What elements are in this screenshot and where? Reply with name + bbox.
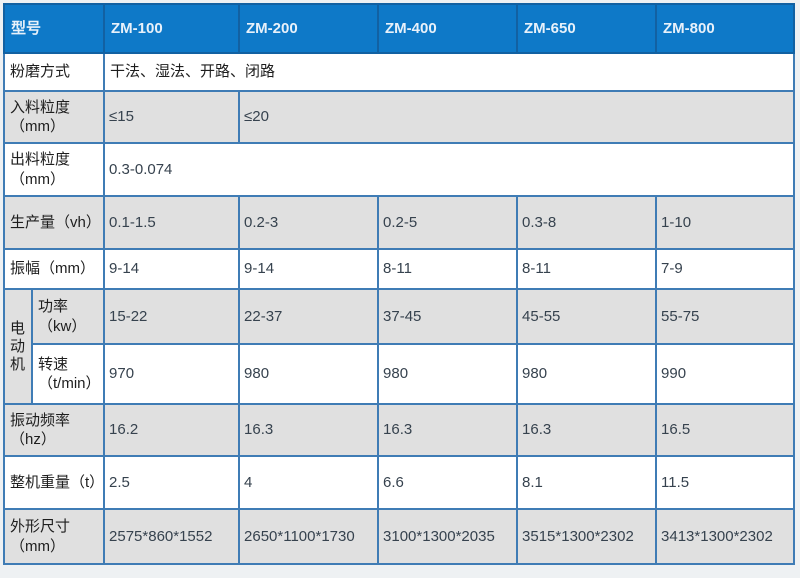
cell-frequency-zm100: 16.2 bbox=[103, 403, 241, 457]
header-cell-zm800: ZM-800 bbox=[655, 3, 796, 54]
cell-weight-zm800: 11.5 bbox=[655, 455, 796, 510]
cell-dimensions-zm400: 3100*1300*2035 bbox=[377, 508, 519, 565]
spec-table: 型号 ZM-100 ZM-200 ZM-400 ZM-650 ZM-800 粉磨… bbox=[2, 3, 796, 565]
cell-grinding-value: 干法、湿法、开路、闭路 bbox=[103, 52, 796, 92]
cell-amplitude-zm650: 8-11 bbox=[516, 248, 658, 290]
row-label-capacity: 生产量（vh） bbox=[2, 195, 106, 250]
cell-amplitude-zm800: 7-9 bbox=[655, 248, 796, 290]
cell-capacity-zm100: 0.1-1.5 bbox=[103, 195, 241, 250]
cell-power-zm200: 22-37 bbox=[238, 288, 380, 345]
row-label-grinding: 粉磨方式 bbox=[2, 52, 106, 92]
cell-speed-zm100: 970 bbox=[103, 343, 241, 405]
table-header-row: 型号 ZM-100 ZM-200 ZM-400 ZM-650 ZM-800 bbox=[2, 3, 796, 54]
table-row-feed-size: 入料粒度（mm） ≤15 ≤20 bbox=[2, 90, 796, 144]
cell-capacity-zm400: 0.2-5 bbox=[377, 195, 519, 250]
row-label-motor-power: 功率（kw） bbox=[30, 288, 106, 345]
table-row-frequency: 振动频率（hz） 16.2 16.3 16.3 16.3 16.5 bbox=[2, 403, 796, 457]
cell-speed-zm650: 980 bbox=[516, 343, 658, 405]
cell-frequency-zm800: 16.5 bbox=[655, 403, 796, 457]
cell-amplitude-zm100: 9-14 bbox=[103, 248, 241, 290]
cell-feed-size-zm100: ≤15 bbox=[103, 90, 241, 144]
cell-amplitude-zm200: 9-14 bbox=[238, 248, 380, 290]
cell-weight-zm400: 6.6 bbox=[377, 455, 519, 510]
row-label-dimensions: 外形尺寸（mm） bbox=[2, 508, 106, 565]
row-label-discharge-size: 出料粒度（mm） bbox=[2, 142, 106, 197]
cell-power-zm100: 15-22 bbox=[103, 288, 241, 345]
cell-amplitude-zm400: 8-11 bbox=[377, 248, 519, 290]
table-row-grinding: 粉磨方式 干法、湿法、开路、闭路 bbox=[2, 52, 796, 92]
cell-speed-zm800: 990 bbox=[655, 343, 796, 405]
cell-speed-zm400: 980 bbox=[377, 343, 519, 405]
table-row-motor-speed: 转速（t/min） 970 980 980 980 990 bbox=[4, 343, 796, 405]
table-row-weight: 整机重量（t） 2.5 4 6.6 8.1 11.5 bbox=[2, 455, 796, 510]
table-row-discharge-size: 出料粒度（mm） 0.3-0.074 bbox=[2, 142, 796, 197]
cell-speed-zm200: 980 bbox=[238, 343, 380, 405]
cell-frequency-zm650: 16.3 bbox=[516, 403, 658, 457]
table-row-dimensions: 外形尺寸（mm） 2575*860*1552 2650*1100*1730 31… bbox=[2, 508, 796, 565]
header-cell-zm400: ZM-400 bbox=[377, 3, 519, 54]
row-label-feed-size: 入料粒度（mm） bbox=[2, 90, 106, 144]
cell-dimensions-zm200: 2650*1100*1730 bbox=[238, 508, 380, 565]
row-label-amplitude: 振幅（mm） bbox=[2, 248, 106, 290]
table-row-motor-power: 电动机 功率（kw） 15-22 22-37 37-45 45-55 55-75 bbox=[3, 288, 796, 405]
row-label-weight: 整机重量（t） bbox=[2, 455, 106, 510]
cell-frequency-zm400: 16.3 bbox=[377, 403, 519, 457]
table-row-amplitude: 振幅（mm） 9-14 9-14 8-11 8-11 7-9 bbox=[2, 248, 796, 290]
cell-weight-zm650: 8.1 bbox=[516, 455, 658, 510]
cell-frequency-zm200: 16.3 bbox=[238, 403, 380, 457]
cell-dimensions-zm650: 3515*1300*2302 bbox=[516, 508, 658, 565]
cell-weight-zm200: 4 bbox=[238, 455, 380, 510]
cell-power-zm800: 55-75 bbox=[655, 288, 796, 345]
cell-discharge-size-value: 0.3-0.074 bbox=[103, 142, 796, 197]
header-cell-zm100: ZM-100 bbox=[103, 3, 241, 54]
header-cell-model-label: 型号 bbox=[2, 3, 106, 54]
cell-dimensions-zm800: 3413*1300*2302 bbox=[655, 508, 796, 565]
cell-capacity-zm200: 0.2-3 bbox=[238, 195, 380, 250]
table-row-capacity: 生产量（vh） 0.1-1.5 0.2-3 0.2-5 0.3-8 1-10 bbox=[2, 195, 796, 250]
cell-dimensions-zm100: 2575*860*1552 bbox=[103, 508, 241, 565]
row-label-motor-speed: 转速（t/min） bbox=[30, 343, 106, 405]
row-label-frequency: 振动频率（hz） bbox=[2, 403, 106, 457]
cell-power-zm400: 37-45 bbox=[377, 288, 519, 345]
cell-capacity-zm800: 1-10 bbox=[655, 195, 796, 250]
cell-weight-zm100: 2.5 bbox=[103, 455, 241, 510]
cell-capacity-zm650: 0.3-8 bbox=[516, 195, 658, 250]
cell-power-zm650: 45-55 bbox=[516, 288, 658, 345]
header-cell-zm200: ZM-200 bbox=[238, 3, 380, 54]
header-cell-zm650: ZM-650 bbox=[516, 3, 658, 54]
cell-feed-size-others: ≤20 bbox=[238, 90, 796, 144]
row-label-motor: 电动机 bbox=[3, 288, 33, 405]
